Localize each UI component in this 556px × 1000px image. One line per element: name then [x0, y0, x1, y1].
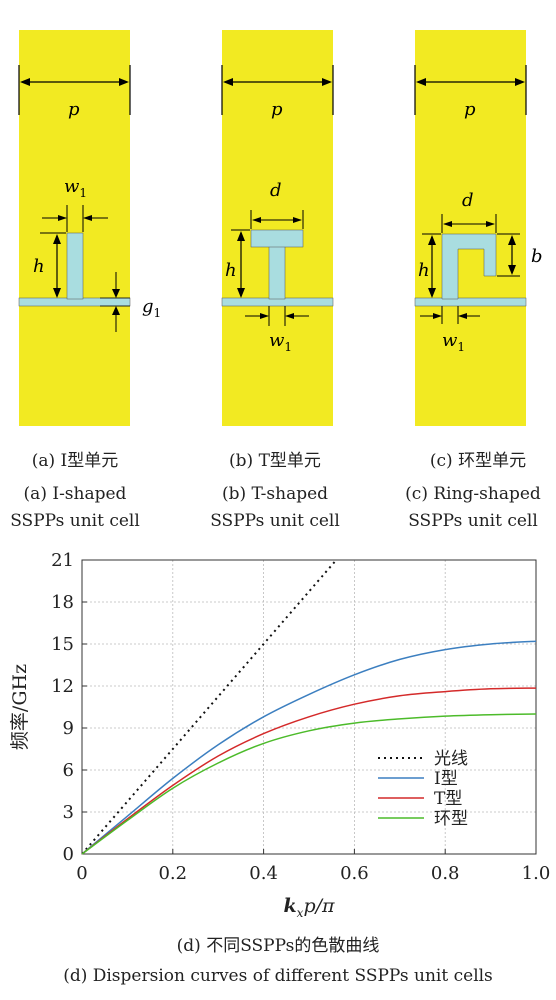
- label-h: h: [33, 256, 45, 277]
- metal-background: [19, 30, 130, 426]
- legend-label-0: 光线: [434, 749, 468, 769]
- label-w: w1: [442, 330, 465, 354]
- unit-cell-b: p d h w1: [185, 0, 370, 440]
- caption-b-en-2: SSPPs unit cell: [210, 511, 340, 531]
- y-tick-label: 15: [51, 634, 74, 655]
- metal-background: [222, 30, 333, 426]
- x-tick-label: 0.6: [340, 863, 369, 884]
- dispersion-chart: 0 0.2 0.4 0.6 0.8 1.0 0 3 6 9 12 15 18 21 kxp/π 频率/GHz 光…: [0, 548, 556, 928]
- series-line-3: [81, 713, 537, 855]
- caption-a-en-1: (a) I-shaped: [23, 484, 127, 504]
- dispersion-chart-svg: 0 0.2 0.4 0.6 0.8 1.0 0 3 6 9 12 15 18 21 kxp/π 频率/GHz 光…: [9, 550, 551, 920]
- caption-c-en-1: (c) Ring-shaped: [405, 484, 541, 504]
- plot-frame: [81, 559, 537, 855]
- x-tick-label: 1.0: [522, 863, 551, 884]
- ring-stub: [441, 233, 497, 300]
- y-axis-label: 频率/GHz: [9, 664, 31, 750]
- unit-cell-c-diagram: p d h b w1: [414, 30, 543, 426]
- legend-label-2: T型: [434, 789, 462, 809]
- label-p: p: [271, 99, 283, 120]
- label-d: d: [462, 190, 474, 211]
- caption-a-cn: (a) I型单元: [31, 451, 119, 471]
- label-d: d: [270, 180, 282, 201]
- x-tick-label: 0.4: [249, 863, 278, 884]
- x-axis-label: kxp/π: [283, 895, 335, 920]
- unit-cell-a: p w1 h g1: [0, 0, 185, 440]
- x-tick-label: 0.8: [431, 863, 460, 884]
- i-stub: [66, 232, 84, 300]
- label-p: p: [68, 99, 80, 120]
- metal-background: [415, 30, 526, 426]
- x-tick-label: 0: [76, 863, 87, 884]
- y-tick-label: 9: [63, 718, 74, 739]
- caption-c-cn: (c) 环型单元: [429, 451, 527, 471]
- label-w: w1: [64, 176, 87, 200]
- series-line-0: [81, 559, 337, 855]
- label-g: g1: [142, 296, 161, 320]
- label-w: w1: [269, 330, 292, 354]
- y-tick-label: 6: [63, 760, 74, 781]
- legend-label-1: I型: [434, 769, 458, 789]
- series-line-1: [81, 640, 537, 855]
- y-tick-label: 18: [51, 592, 74, 613]
- unit-cell-c: p d h b w1: [370, 0, 556, 440]
- label-b: b: [531, 246, 543, 267]
- caption-c-en-2: SSPPs unit cell: [408, 511, 538, 531]
- label-p: p: [464, 99, 476, 120]
- unit-cell-b-diagram: p d h w1: [221, 30, 334, 426]
- label-h: h: [418, 260, 430, 281]
- y-tick-label: 21: [51, 550, 74, 571]
- legend-label-3: 环型: [434, 809, 468, 829]
- caption-b-cn: (b) T型单元: [229, 451, 321, 471]
- y-tick-label: 0: [63, 844, 74, 865]
- series-line-2: [81, 687, 537, 855]
- transmission-strip: [414, 297, 527, 307]
- figure-caption-cn: (d) 不同SSPPs的色散曲线: [176, 936, 380, 956]
- label-h: h: [225, 260, 237, 281]
- t-stem: [268, 245, 286, 300]
- y-tick-label: 12: [51, 676, 74, 697]
- caption-a-en-2: SSPPs unit cell: [10, 511, 140, 531]
- unit-cell-a-diagram: p w1 h g1: [18, 30, 161, 426]
- caption-b-en-1: (b) T-shaped: [221, 484, 329, 504]
- y-tick-label: 3: [63, 802, 74, 823]
- t-bar: [250, 229, 304, 248]
- figure-caption-en: (d) Dispersion curves of different SSPPs…: [63, 966, 493, 986]
- x-tick-label: 0.2: [158, 863, 187, 884]
